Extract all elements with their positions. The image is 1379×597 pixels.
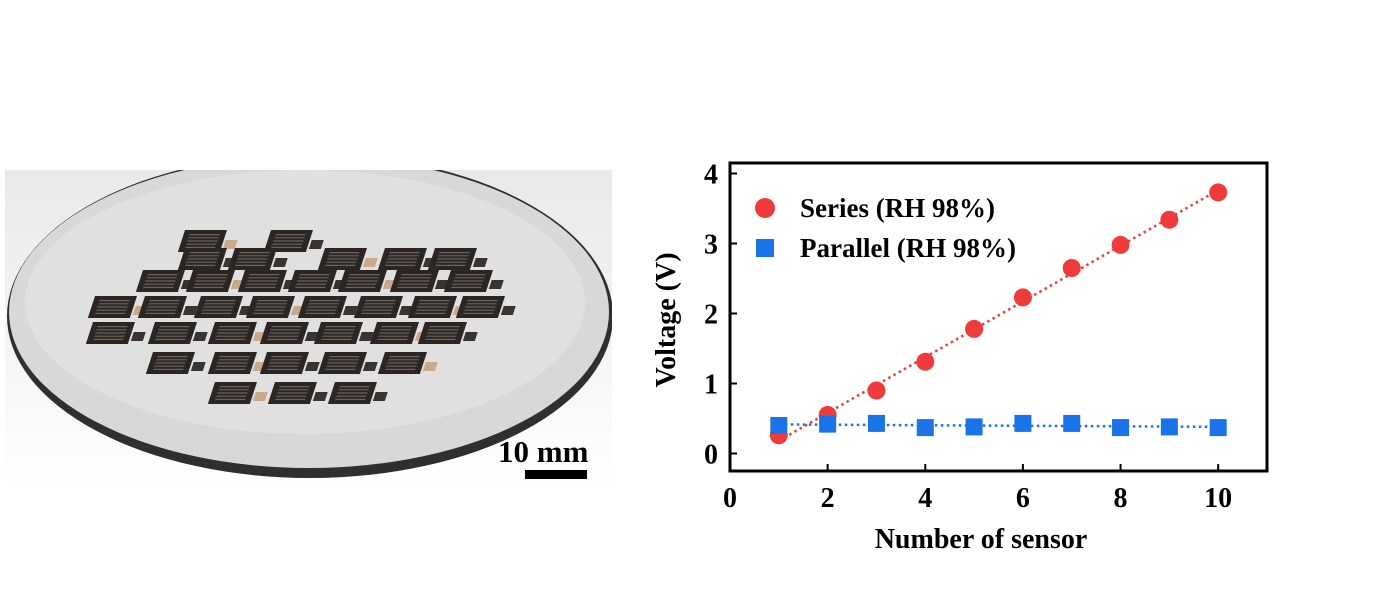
x-tick-label: 2 — [821, 483, 835, 514]
y-tick-label: 0 — [704, 440, 718, 471]
sensor-chip — [227, 248, 288, 270]
sensor-chip — [177, 230, 238, 252]
sensor-chip — [313, 322, 374, 344]
x-tick-label: 0 — [723, 483, 737, 514]
parallel-point — [916, 419, 934, 437]
series-point — [1160, 210, 1179, 229]
x-axis-title: Number of sensor — [875, 524, 1088, 555]
legend-label: Parallel (RH 98%) — [800, 233, 1016, 263]
wafer-photo — [5, 170, 612, 488]
sensor-chip — [297, 296, 358, 318]
parallel-point — [1063, 414, 1081, 432]
x-tick-label: 10 — [1204, 483, 1232, 514]
sensor-chip — [353, 296, 414, 318]
sensor-chip — [377, 352, 438, 374]
sensor-chip — [245, 296, 306, 318]
fit-line-series — [778, 189, 1219, 442]
sensor-chip — [417, 322, 478, 344]
parallel-point — [965, 418, 983, 436]
series-point — [916, 352, 935, 371]
y-tick-label: 2 — [704, 300, 718, 331]
series-point — [867, 381, 886, 400]
parallel-point — [1160, 418, 1178, 436]
sensor-chip — [443, 270, 504, 292]
sensor-chip — [85, 322, 146, 344]
sensor-chip — [317, 248, 378, 270]
parallel-point — [1014, 414, 1032, 432]
sensor-chip — [263, 230, 324, 252]
parallel-point — [1209, 419, 1227, 437]
legend-label: Series (RH 98%) — [800, 193, 995, 223]
sensor-chip — [327, 382, 388, 404]
x-tick-label: 4 — [918, 483, 932, 514]
sensor-chip — [389, 270, 450, 292]
x-tick-label: 8 — [1114, 483, 1128, 514]
series-point — [965, 319, 984, 338]
sensor-chip — [259, 322, 320, 344]
fit-line-parallel — [778, 423, 1219, 429]
sensor-chip — [145, 352, 206, 374]
parallel-point — [867, 414, 885, 432]
sensor-array — [85, 230, 516, 404]
y-tick-label: 1 — [704, 370, 718, 401]
sensor-chip — [267, 382, 328, 404]
sensor-chip — [455, 296, 516, 318]
sensor-chip — [427, 248, 488, 270]
series-point — [1062, 259, 1081, 277]
sensor-chip — [369, 322, 430, 344]
plot-frame — [728, 161, 1269, 473]
scale-bar — [525, 470, 587, 479]
y-tick-label: 3 — [704, 230, 718, 261]
legend-parallel-marker — [756, 239, 774, 257]
sensor-chip — [147, 322, 208, 344]
y-tick-label: 4 — [704, 160, 718, 191]
x-tick-label: 6 — [1016, 483, 1030, 514]
parallel-point — [819, 415, 837, 433]
sensor-chip — [259, 352, 320, 374]
sensor-chip — [137, 296, 198, 318]
sensor-chip — [407, 296, 468, 318]
parallel-point — [1112, 419, 1130, 437]
legend-series-marker — [755, 198, 775, 218]
sensor-chip — [207, 382, 268, 404]
sensor-chip — [317, 352, 378, 374]
parallel-point — [770, 417, 788, 434]
series-point — [1111, 235, 1130, 254]
series-point — [1013, 288, 1032, 307]
series-point — [1209, 183, 1228, 202]
scale-bar-label: 10 mm — [498, 434, 589, 469]
y-axis-title: Voltage (V) — [651, 252, 682, 387]
